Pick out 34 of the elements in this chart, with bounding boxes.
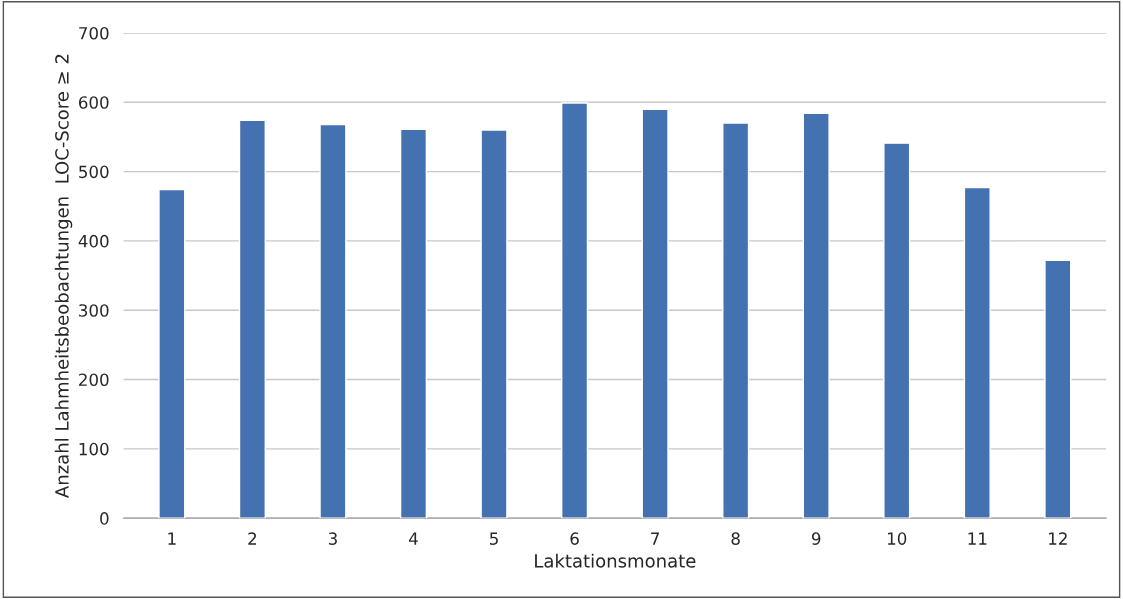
x-tick-label: 10 <box>887 532 907 545</box>
x-tick-label: 6 <box>570 532 579 545</box>
y-tick-label: 300 <box>79 304 109 317</box>
y-tick-label: 500 <box>79 165 109 179</box>
bar <box>158 188 186 519</box>
y-tick-label: 400 <box>78 234 109 248</box>
y-tick-label: 200 <box>79 373 109 387</box>
bar <box>963 186 991 519</box>
x-tick-label: 9 <box>811 532 821 545</box>
x-tick-label: 8 <box>731 532 740 545</box>
bar <box>641 108 669 519</box>
y-axis-title: Anzahl Lahmheitsbeobachtungen LOC-Score ≥ 2 <box>54 54 73 498</box>
y-tick-label: 700 <box>79 26 109 40</box>
bar <box>722 122 750 519</box>
x-tick-label: 7 <box>651 532 659 545</box>
bar <box>560 102 589 519</box>
x-tick-label: 1 <box>168 532 176 545</box>
bar <box>883 142 911 519</box>
x-axis-title: Laktationsmonate <box>535 553 696 568</box>
bar <box>480 129 508 519</box>
x-tick-label: 12 <box>1049 532 1067 545</box>
y-tick-label: 100 <box>79 442 109 456</box>
x-tick-label: 2 <box>248 532 257 545</box>
x-tick-label: 3 <box>328 532 337 545</box>
x-tick-label: 5 <box>490 532 498 545</box>
bar <box>319 123 347 519</box>
y-tick-label: 0 <box>100 512 109 525</box>
x-tick-label: 11 <box>968 532 987 545</box>
bar <box>1044 259 1072 519</box>
bar <box>238 119 266 519</box>
y-tick-label: 600 <box>78 96 109 109</box>
x-tick-label: 4 <box>409 532 418 545</box>
bar <box>399 128 428 519</box>
bar <box>802 112 830 519</box>
